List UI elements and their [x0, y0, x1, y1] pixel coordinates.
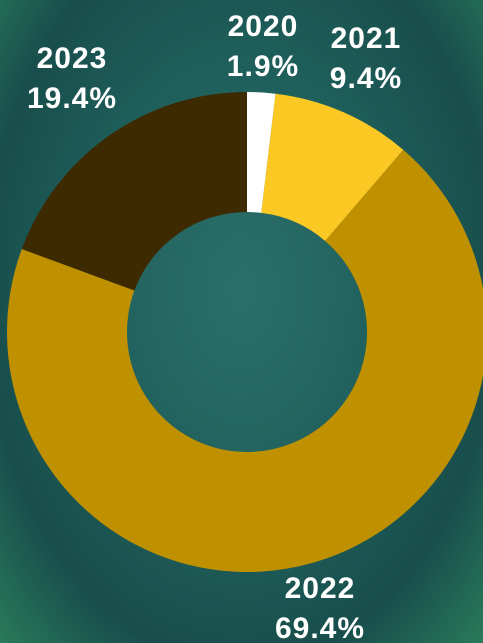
category-label: 2021 — [331, 22, 402, 55]
value-label: 69.4% — [275, 612, 365, 643]
donut-segment — [261, 93, 404, 241]
category-label: 2022 — [285, 572, 356, 605]
donut-segment — [247, 92, 276, 213]
category-label: 2020 — [228, 10, 299, 43]
value-label: 1.9% — [227, 50, 299, 83]
value-label: 9.4% — [330, 62, 402, 95]
category-label: 2023 — [37, 42, 108, 75]
value-label: 19.4% — [27, 82, 117, 115]
donut-segment — [21, 92, 247, 291]
donut-segment — [7, 149, 483, 572]
